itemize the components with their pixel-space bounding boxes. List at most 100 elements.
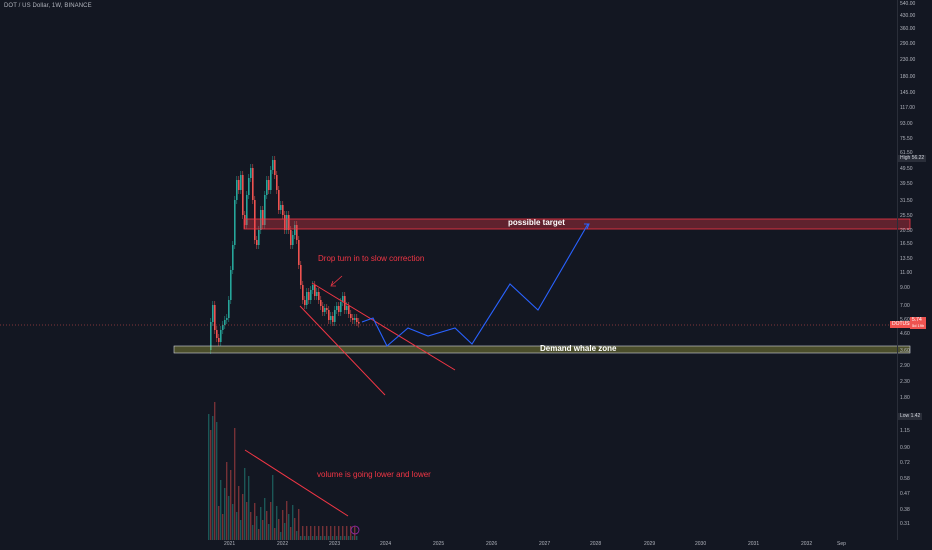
candle xyxy=(226,318,228,320)
volume-bar xyxy=(340,536,342,540)
candle xyxy=(298,240,300,265)
volume-bar xyxy=(312,536,314,540)
volume-bar xyxy=(282,510,284,540)
candle xyxy=(334,310,336,322)
candle xyxy=(248,178,250,195)
candle xyxy=(352,318,354,320)
event-icon[interactable] xyxy=(350,525,360,535)
candle xyxy=(340,302,342,312)
volume-bar xyxy=(324,536,326,540)
price-tick-label: 4.60 xyxy=(900,331,910,337)
candle xyxy=(290,230,292,245)
volume-bar xyxy=(212,416,214,540)
candle xyxy=(330,316,332,320)
candle xyxy=(292,235,294,245)
price-tick-label: 0.72 xyxy=(900,460,910,466)
candle xyxy=(328,310,330,320)
volume-bar xyxy=(262,520,264,540)
candle xyxy=(314,285,316,296)
time-tick-label: 2031 xyxy=(748,541,760,547)
price-tick-label: 117.00 xyxy=(900,105,915,111)
candle xyxy=(312,285,314,290)
candle xyxy=(284,215,286,230)
candle xyxy=(246,195,248,225)
possible-target-zone[interactable] xyxy=(243,218,911,230)
volume-bar xyxy=(296,531,298,540)
volume-bar xyxy=(350,526,352,540)
symbol-badge: DOTUSD xyxy=(890,321,916,328)
volume-bar xyxy=(260,507,262,540)
price-tick-label: 25.50 xyxy=(900,213,913,219)
candle xyxy=(240,175,242,190)
volume-bar xyxy=(218,506,220,540)
volume-bar xyxy=(272,475,274,540)
candle xyxy=(274,160,276,175)
candle xyxy=(228,300,230,318)
candle xyxy=(250,168,252,178)
volume-bar xyxy=(236,512,238,540)
price-axis[interactable]: 540.00 430.00 360.00 290.00 230.00 180.00 145.… xyxy=(897,0,932,540)
time-tick-label: 2027 xyxy=(539,541,551,547)
volume-bar xyxy=(346,526,348,540)
candle xyxy=(238,180,240,190)
volume-bar xyxy=(298,509,300,540)
demand-whale-zone[interactable] xyxy=(173,345,911,354)
volume-bar xyxy=(306,526,308,540)
volume-bar xyxy=(286,501,288,540)
price-tick-label: 93.00 xyxy=(900,121,913,127)
volume-bar xyxy=(294,518,296,540)
candle xyxy=(288,215,290,230)
candle xyxy=(294,225,296,235)
volume-bar xyxy=(208,414,210,540)
low-badge: Low 1.42 xyxy=(898,413,923,420)
candle xyxy=(316,292,318,296)
volume-bar xyxy=(268,524,270,540)
candle xyxy=(222,325,224,330)
projection-arrow-head xyxy=(584,223,590,230)
volume-bar xyxy=(270,502,272,540)
volume-bar xyxy=(316,536,318,540)
drop-annotation[interactable]: Drop turn in to slow correction xyxy=(318,254,425,263)
volume-bar xyxy=(336,536,338,540)
price-tick-label: 9.00 xyxy=(900,285,910,291)
volume-bar xyxy=(214,402,216,540)
volume-bar xyxy=(352,536,354,540)
price-tick-label: 1.15 xyxy=(900,428,910,434)
candle xyxy=(304,300,306,305)
volume-bar xyxy=(330,526,332,540)
candle xyxy=(224,320,226,325)
volume-bar xyxy=(326,526,328,540)
volume-trend-line xyxy=(244,449,349,517)
price-tick-label: 11.00 xyxy=(900,270,913,276)
possible-target-label: possible target xyxy=(508,218,565,227)
volume-bar xyxy=(310,526,312,540)
candle xyxy=(272,160,274,170)
candle xyxy=(236,180,238,200)
candle xyxy=(220,330,222,342)
price-tick-label: 13.50 xyxy=(900,256,913,262)
time-tick-label: 2030 xyxy=(695,541,707,547)
candle xyxy=(218,338,220,342)
time-tick-label: 2021 xyxy=(224,541,236,547)
candle xyxy=(268,180,270,190)
candle xyxy=(280,205,282,210)
candle xyxy=(264,195,266,225)
candle xyxy=(244,215,246,225)
price-tick-label: 2.90 xyxy=(900,363,910,369)
volume-bar xyxy=(288,514,290,540)
volume-bar xyxy=(246,502,248,540)
volume-annotation[interactable]: volume is going lower and lower xyxy=(317,470,431,479)
price-tick-label: 2.30 xyxy=(900,379,910,385)
volume-bar xyxy=(344,536,346,540)
candle xyxy=(338,306,340,312)
time-tick-label: 2023 xyxy=(329,541,341,547)
price-tick-label: 31.50 xyxy=(900,198,913,204)
volume-bar xyxy=(338,526,340,540)
candle xyxy=(356,318,358,322)
volume-bar xyxy=(234,428,236,540)
candle xyxy=(320,300,322,306)
price-tick-label: 39.50 xyxy=(900,181,913,187)
volume-bar xyxy=(304,536,306,540)
price-tick-label: 5.60 xyxy=(900,317,910,323)
